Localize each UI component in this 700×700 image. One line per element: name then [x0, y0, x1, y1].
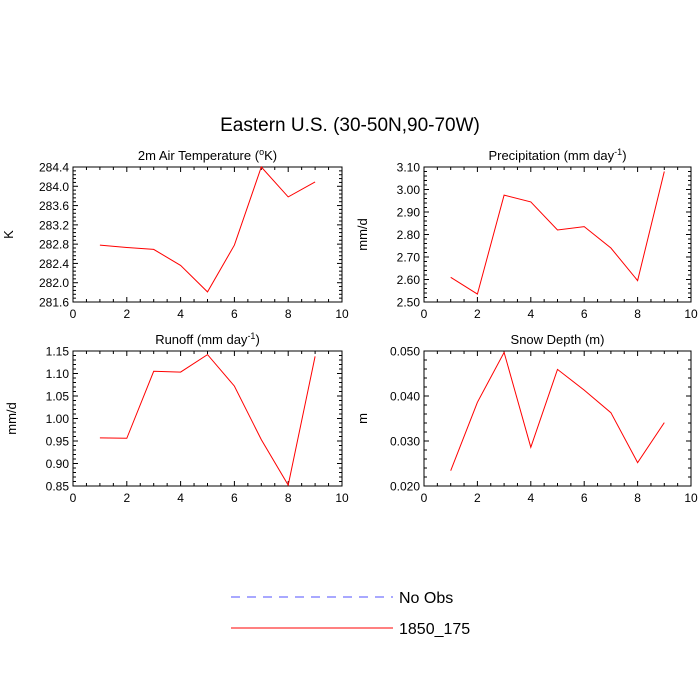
- legend: No Obs 1850_175: [231, 590, 470, 638]
- legend-label-1: No Obs: [399, 590, 453, 607]
- x-tick-label: 8: [634, 307, 641, 321]
- x-tick-label: 8: [634, 491, 641, 505]
- x-tick-label: 2: [123, 307, 130, 321]
- panel-title: 2m Air Temperature (oK): [138, 147, 277, 163]
- y-tick-label: 3.00: [397, 183, 421, 197]
- x-tick-label: 0: [421, 307, 428, 321]
- y-tick-label: 2.60: [397, 273, 421, 287]
- chart-panel-4: 0 2 4 6 8 10 0.020 0.030 0.040 0.050 m Snow Depth (…: [355, 332, 698, 505]
- series-line-1850_175: [450, 171, 665, 295]
- x-tick-label: 8: [285, 307, 292, 321]
- y-tick-label: 281.6: [39, 296, 69, 310]
- x-tick-label: 4: [527, 491, 534, 505]
- x-tick-label: 6: [581, 307, 588, 321]
- panel-title-superscript: o: [259, 147, 264, 157]
- panel-title-tail: ): [255, 332, 259, 347]
- x-tick-label: 0: [421, 491, 428, 505]
- y-tick-label: 284.4: [39, 161, 69, 175]
- y-tick-label: 2.90: [397, 206, 421, 220]
- chart-panel-3: 0 2 4 6 8 10 0.85 0.90 0.95 1.00 1.05 1.10 1.15 mm/d R…: [4, 331, 349, 505]
- y-tick-label: 3.10: [397, 161, 421, 175]
- x-tick-label: 2: [474, 307, 481, 321]
- y-tick-label: 1.10: [46, 367, 70, 381]
- x-tick-label: 6: [231, 491, 238, 505]
- y-tick-label: 0.85: [46, 480, 70, 494]
- y-tick-label: 282.4: [39, 257, 69, 271]
- y-tick-label: 2.70: [397, 251, 421, 265]
- x-tick-label: 6: [581, 491, 588, 505]
- y-tick-label: 0.030: [390, 435, 420, 449]
- panel-title-main: Snow Depth (m): [511, 332, 605, 347]
- panels: 0 2 4 6 8 10281.6282.0282.4282.8283.2283.6284…: [1, 147, 698, 505]
- y-tick-label: 0.040: [390, 390, 420, 404]
- y-tick-label: 0.050: [390, 345, 420, 359]
- y-tick-label: 1.15: [46, 345, 70, 359]
- panel-title: Precipitation (mm day-1): [488, 147, 626, 163]
- x-tick-label: 10: [335, 491, 349, 505]
- y-tick-label: 1.05: [46, 390, 70, 404]
- y-tick-label: 1.00: [46, 412, 70, 426]
- panel-title-superscript: -1: [247, 331, 255, 341]
- x-tick-label: 6: [231, 307, 238, 321]
- x-tick-label: 10: [684, 491, 698, 505]
- x-tick-label: 4: [177, 307, 184, 321]
- panel-title-tail: K): [264, 148, 277, 163]
- panel-title-main: Precipitation (mm day: [488, 148, 614, 163]
- x-tick-label: 8: [285, 491, 292, 505]
- y-tick-label: 283.2: [39, 218, 69, 232]
- panel-title: Snow Depth (m): [511, 332, 605, 347]
- y-tick-label: 282.0: [39, 276, 69, 290]
- chart-panel-2: 0 2 4 6 8 10 2.50 2.60 2.70 2.80 2.90 3.00 3.10 mm/d P…: [355, 147, 698, 321]
- y-tick-label: 2.50: [397, 296, 421, 310]
- legend-label-2: 1850_175: [399, 621, 470, 638]
- panel-title-main: 2m Air Temperature (: [138, 148, 260, 163]
- x-tick-label: 4: [177, 491, 184, 505]
- x-tick-label: 2: [474, 491, 481, 505]
- y-tick-label: 0.020: [390, 480, 420, 494]
- panel-title-superscript: -1: [614, 147, 622, 157]
- series-line-1850_175: [99, 353, 316, 487]
- plot-frame: [423, 350, 692, 487]
- x-tick-label: 0: [70, 491, 77, 505]
- y-axis-label: K: [1, 230, 16, 239]
- panel-title: Runoff (mm day-1): [155, 331, 260, 347]
- series-line-1850_175: [450, 351, 665, 471]
- x-tick-label: 10: [684, 307, 698, 321]
- plot-frame: [72, 166, 343, 303]
- y-axis-label: mm/d: [4, 402, 19, 435]
- y-tick-label: 283.6: [39, 199, 69, 213]
- x-tick-label: 0: [70, 307, 77, 321]
- x-tick-label: 10: [335, 307, 349, 321]
- x-tick-label: 4: [527, 307, 534, 321]
- y-axis-label: m: [355, 413, 370, 424]
- figure-title: Eastern U.S. (30-50N,90-70W): [220, 115, 480, 136]
- y-tick-label: 284.0: [39, 180, 69, 194]
- y-tick-label: 0.90: [46, 457, 70, 471]
- y-axis-label: mm/d: [355, 218, 370, 251]
- plot-frame: [423, 166, 692, 303]
- panel-title-main: Runoff (mm day: [155, 332, 248, 347]
- y-tick-label: 282.8: [39, 238, 69, 252]
- series-line-1850_175: [99, 166, 316, 293]
- y-tick-label: 0.95: [46, 435, 70, 449]
- panel-title-tail: ): [622, 148, 626, 163]
- x-tick-label: 2: [123, 491, 130, 505]
- y-tick-label: 2.80: [397, 228, 421, 242]
- chart-panel-1: 0 2 4 6 8 10 281.6 282.0 282.4 282.8 283.2 283.6 284…: [1, 147, 349, 321]
